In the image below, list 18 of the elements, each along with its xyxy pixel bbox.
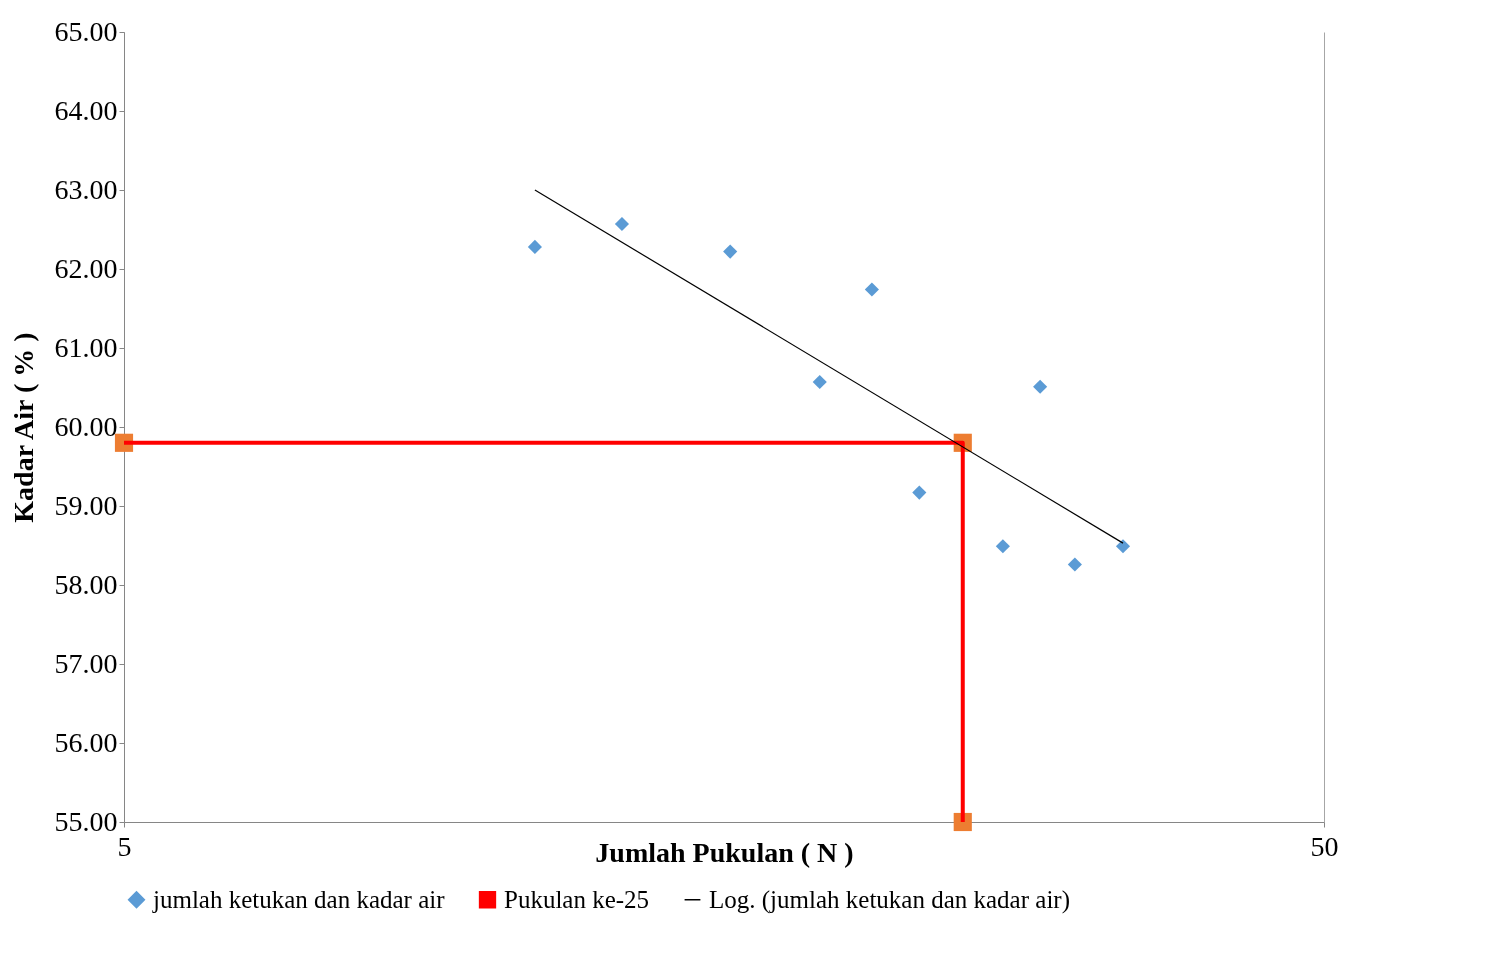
x-tick-label: 50: [1310, 830, 1339, 862]
x-tick-label: 5: [117, 830, 132, 862]
y-tick-label: 65.00: [54, 15, 118, 47]
y-tick-label: 60.00: [54, 410, 118, 442]
y-tick-label: 63.00: [54, 173, 118, 205]
y-tick-label: 61.00: [54, 331, 118, 363]
legend-label: jumlah ketukan dan kadar air: [152, 885, 446, 913]
y-axis-title: Kadar Air ( % ): [7, 332, 39, 523]
x-axis-title: Jumlah Pukulan ( N ): [595, 836, 854, 868]
y-tick-label: 55.00: [54, 805, 118, 837]
y-tick-label: 59.00: [54, 489, 118, 521]
y-tick-label: 58.00: [54, 568, 118, 600]
legend-label: Pukulan ke-25: [504, 885, 650, 913]
y-tick-label: 62.00: [54, 252, 118, 284]
y-tick-label: 64.00: [54, 94, 118, 126]
y-tick-label: 57.00: [54, 647, 118, 679]
legend-label: Log. (jumlah ketukan dan kadar air): [709, 885, 1070, 914]
y-tick-label: 56.00: [54, 726, 118, 758]
